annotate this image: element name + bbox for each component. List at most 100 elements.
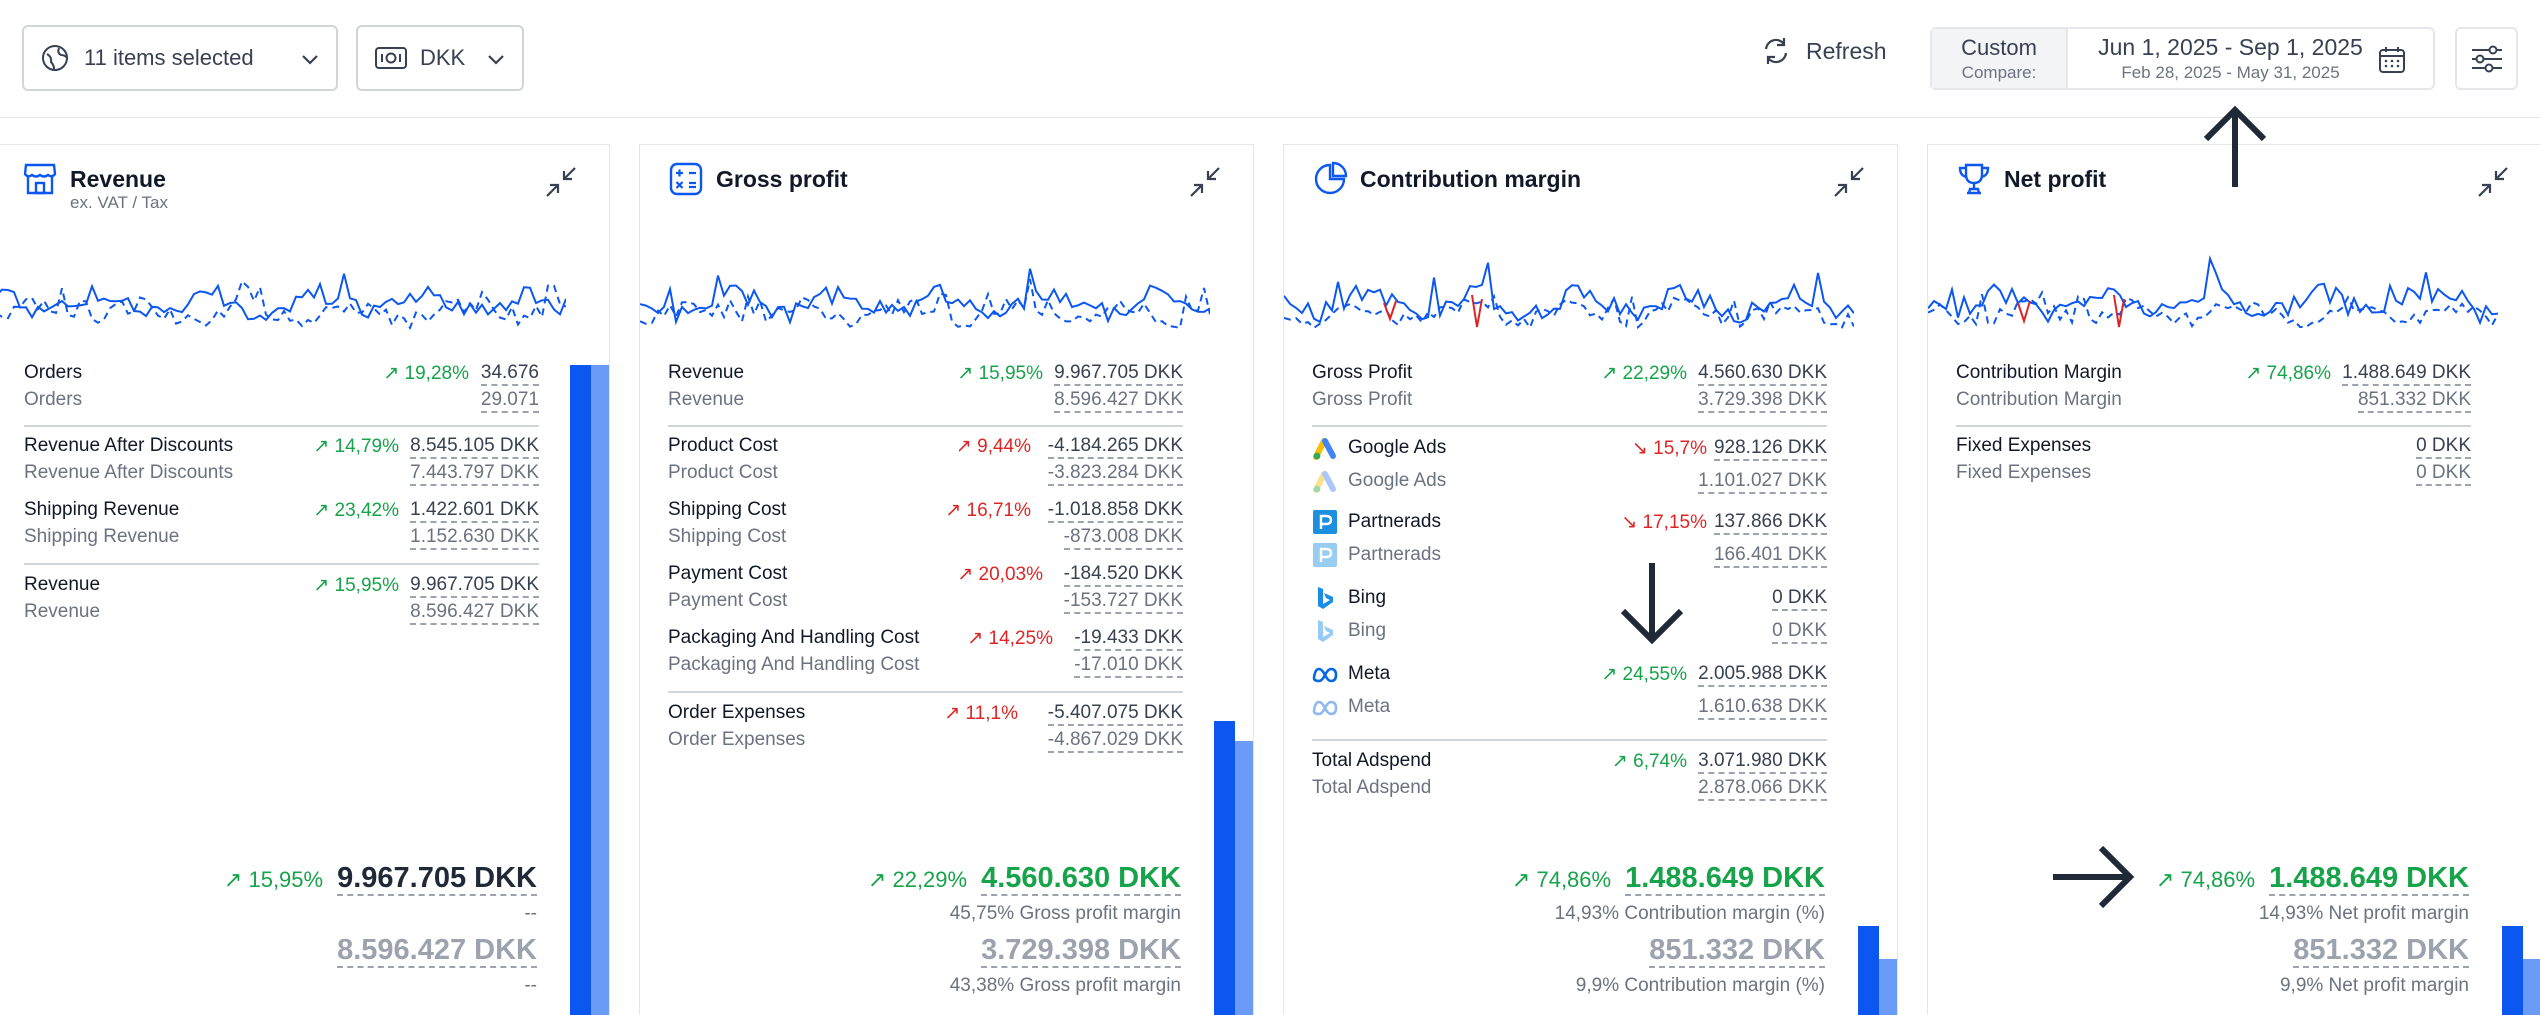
compare-mode-label: Custom — [1961, 34, 2037, 60]
net-profit-panel: Net profit Contribution Margin Contribut… — [1927, 144, 2540, 1015]
summary-previous-value[interactable]: 851.332 DKK — [1649, 934, 1825, 968]
change-value: ↗ 14,25% — [967, 628, 1053, 649]
previous-value[interactable]: -3.823.284 DKK — [1047, 462, 1183, 486]
calculator-icon — [669, 162, 703, 196]
summary-change: ↗ 74,86% — [2155, 867, 2256, 892]
contribution-margin-header: Contribution margin — [1312, 161, 1581, 197]
metric-compare-label: Shipping Revenue — [24, 526, 180, 547]
currency-label: DKK — [420, 45, 466, 70]
current-value[interactable]: 1.488.649 DKK — [2342, 362, 2471, 386]
metric-compare-label: Revenue — [24, 601, 101, 622]
previous-value[interactable]: 0 DKK — [1772, 620, 1827, 644]
date-range-picker[interactable]: Custom Compare: Jun 1, 2025 - Sep 1, 202… — [1930, 27, 2435, 90]
trophy-icon — [1958, 163, 1990, 195]
current-value[interactable]: -5.407.075 DKK — [1047, 702, 1183, 726]
current-value[interactable]: 0 DKK — [1772, 587, 1827, 611]
divider — [668, 691, 1183, 693]
current-value[interactable]: 3.071.980 DKK — [1698, 750, 1827, 774]
summary-previous-value[interactable]: 3.729.398 DKK — [981, 934, 1181, 968]
compare-mode[interactable]: Custom Compare: — [1932, 29, 2068, 88]
metric-row: Orders Orders ↗ 19,28% 34.676 29.071 — [24, 362, 539, 422]
previous-value[interactable]: 0 DKK — [2416, 462, 2471, 486]
current-value[interactable]: -4.184.265 DKK — [1047, 435, 1183, 459]
partnerads-icon — [1313, 510, 1337, 534]
panel-subtitle: ex. VAT / Tax — [70, 193, 168, 212]
arrow-up-right-icon: ↗ — [313, 500, 330, 521]
previous-value[interactable]: -4.867.029 DKK — [1047, 729, 1183, 753]
metric-label: Google Ads — [1348, 437, 1447, 458]
summary-previous-value[interactable]: 8.596.427 DKK — [337, 934, 537, 968]
store-selector[interactable]: 11 items selected — [22, 25, 338, 91]
refresh-button[interactable]: Refresh — [1760, 35, 1887, 67]
summary-current-note: -- — [524, 903, 537, 924]
current-value[interactable]: 2.005.988 DKK — [1698, 663, 1827, 687]
current-period-bar — [1214, 721, 1235, 1015]
summary-current-value[interactable]: 1.488.649 DKK — [1625, 862, 1825, 896]
currency-selector[interactable]: DKK — [356, 25, 524, 91]
calendar-icon — [2379, 47, 2405, 73]
net-profit-sparkline — [1928, 254, 2498, 329]
current-value[interactable]: -19.433 DKK — [1074, 627, 1183, 651]
current-period-bar — [1858, 926, 1879, 1015]
current-value[interactable]: 0 DKK — [2416, 435, 2471, 459]
change-value: ↘ 15,7% — [1631, 438, 1707, 459]
summary-current-value[interactable]: 9.967.705 DKK — [337, 862, 537, 896]
change-value: ↗ 9,44% — [955, 436, 1031, 457]
collapse-icon[interactable] — [2476, 165, 2510, 199]
previous-value[interactable]: -153.727 DKK — [1063, 590, 1183, 614]
meta-icon — [1312, 700, 1338, 716]
current-value[interactable]: 9.967.705 DKK — [1054, 362, 1183, 386]
summary-previous-value[interactable]: 851.332 DKK — [2293, 934, 2469, 968]
current-value[interactable]: 1.422.601 DKK — [410, 499, 539, 523]
change-value: ↗ 23,42% — [313, 500, 399, 521]
previous-value[interactable]: 1.101.027 DKK — [1698, 470, 1827, 494]
current-period-bar — [2502, 926, 2523, 1015]
current-value[interactable]: 4.560.630 DKK — [1698, 362, 1827, 386]
revenue-panel: Revenue ex. VAT / Tax Orders Orders ↗ 19… — [0, 144, 610, 1015]
summary-current-value[interactable]: 4.560.630 DKK — [981, 862, 1181, 896]
current-value[interactable]: 928.126 DKK — [1713, 437, 1827, 461]
previous-value[interactable]: 1.152.630 DKK — [410, 526, 539, 550]
annotation-arrow-right-icon — [2053, 845, 2135, 909]
metric-compare-label: Orders — [24, 389, 83, 410]
previous-value[interactable]: 851.332 DKK — [2357, 389, 2471, 413]
previous-period-bar — [1235, 741, 1253, 1015]
previous-value[interactable]: 8.596.427 DKK — [410, 601, 539, 625]
collapse-icon[interactable] — [1188, 165, 1222, 199]
annotation-arrow-up-icon — [2203, 105, 2267, 187]
previous-value[interactable]: 29.071 — [480, 389, 539, 413]
top-toolbar: 11 items selected DKK Refresh Custom Com… — [0, 0, 2540, 118]
previous-value[interactable]: 2.878.066 DKK — [1698, 777, 1827, 801]
change-value: ↗ 20,03% — [957, 564, 1043, 585]
meta-icon — [1312, 667, 1338, 683]
previous-value[interactable]: 1.610.638 DKK — [1698, 696, 1827, 720]
store-icon — [23, 163, 57, 195]
summary-previous-note: 9,9% Contribution margin (%) — [1575, 975, 1825, 996]
metric-row: Order Expenses Order Expenses ↗ 11,1% -5… — [668, 702, 1183, 762]
previous-value[interactable]: 7.443.797 DKK — [410, 462, 539, 486]
summary-current-note: 14,93% Contribution margin (%) — [1554, 903, 1825, 924]
current-value[interactable]: -184.520 DKK — [1063, 563, 1183, 587]
collapse-icon[interactable] — [544, 165, 578, 199]
previous-value[interactable]: -17.010 DKK — [1074, 654, 1183, 678]
change-value: ↗ 14,79% — [313, 436, 399, 457]
summary-current-value[interactable]: 1.488.649 DKK — [2269, 862, 2469, 896]
metric-row: Revenue Revenue ↗ 15,95% 9.967.705 DKK 8… — [24, 574, 539, 634]
previous-value[interactable]: 166.401 DKK — [1713, 544, 1827, 568]
settings-button[interactable] — [2455, 27, 2518, 90]
previous-period-bar — [591, 365, 609, 1015]
metric-row: Revenue After Discounts Revenue After Di… — [24, 435, 539, 495]
current-value[interactable]: 8.545.105 DKK — [410, 435, 539, 459]
items-selected-label: 11 items selected — [84, 45, 254, 70]
current-value[interactable]: 137.866 DKK — [1713, 511, 1827, 535]
divider — [668, 425, 1183, 427]
summary-change: ↗ 22,29% — [867, 867, 968, 892]
current-value[interactable]: 9.967.705 DKK — [410, 574, 539, 598]
current-value[interactable]: -1.018.858 DKK — [1047, 499, 1183, 523]
metric-compare-label: Bing — [1348, 620, 1387, 641]
previous-value[interactable]: 8.596.427 DKK — [1054, 389, 1183, 413]
collapse-icon[interactable] — [1832, 165, 1866, 199]
current-value[interactable]: 34.676 — [480, 362, 539, 386]
previous-value[interactable]: 3.729.398 DKK — [1698, 389, 1827, 413]
previous-value[interactable]: -873.008 DKK — [1063, 526, 1183, 550]
